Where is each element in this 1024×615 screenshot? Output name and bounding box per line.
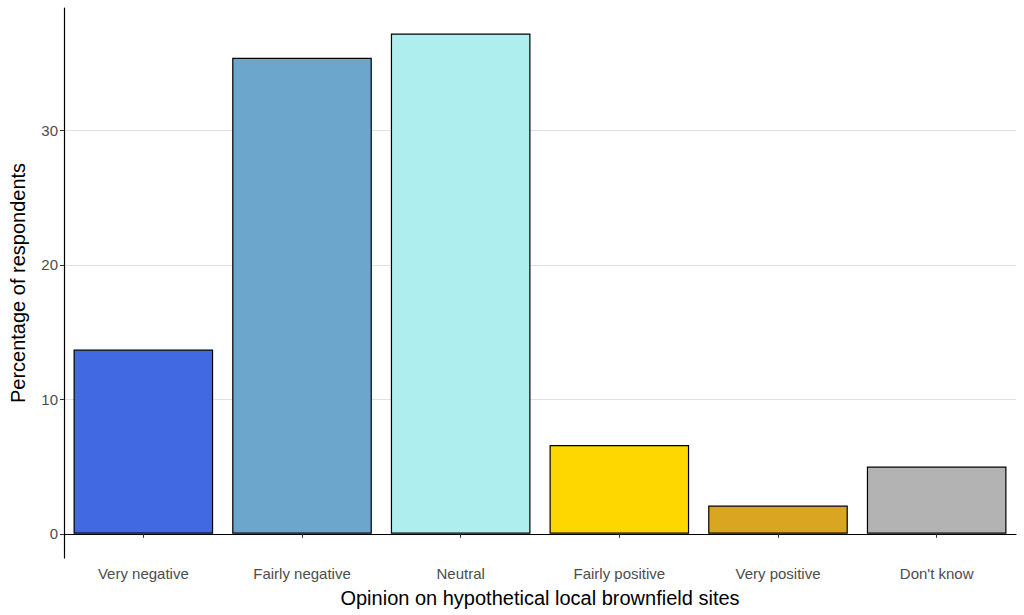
svg-text:30: 30 [41, 122, 58, 139]
svg-text:Neutral: Neutral [436, 565, 484, 582]
svg-text:Fairly negative: Fairly negative [253, 565, 351, 582]
svg-text:Don't know: Don't know [900, 565, 974, 582]
svg-text:Very positive: Very positive [735, 565, 820, 582]
svg-text:0: 0 [50, 525, 58, 542]
svg-text:Opinion on hypothetical local: Opinion on hypothetical local brownfield… [340, 587, 739, 609]
svg-text:Percentage of respondents: Percentage of respondents [7, 163, 29, 403]
svg-text:Very negative: Very negative [98, 565, 189, 582]
svg-text:20: 20 [41, 256, 58, 273]
svg-text:Fairly positive: Fairly positive [573, 565, 665, 582]
svg-text:10: 10 [41, 391, 58, 408]
